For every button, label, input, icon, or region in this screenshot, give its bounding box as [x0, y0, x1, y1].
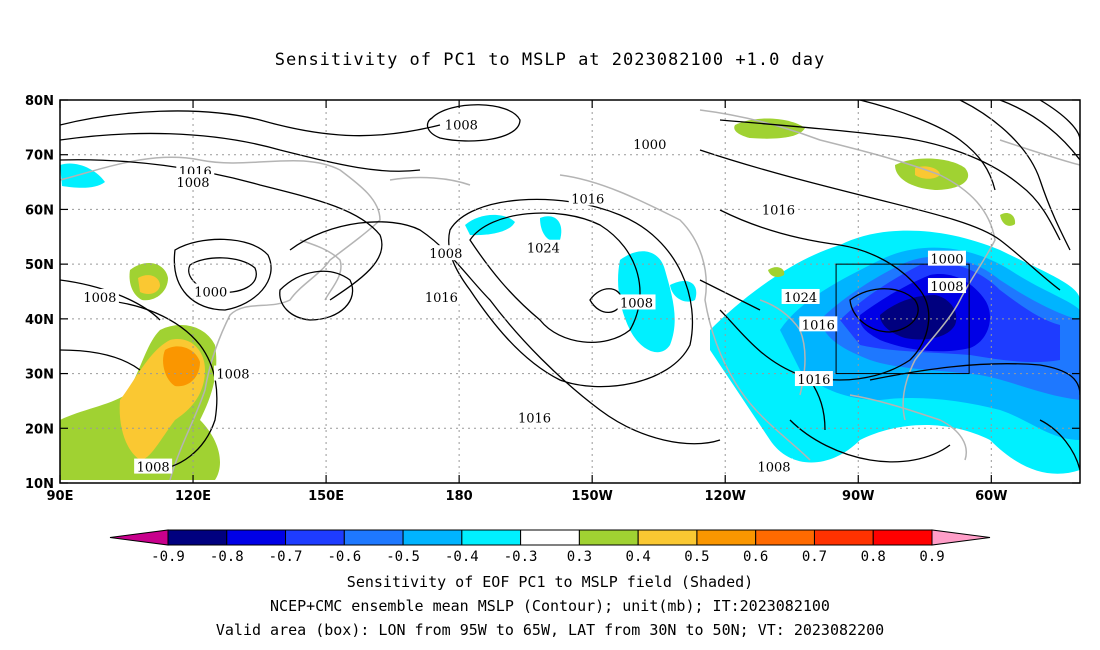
colorbar-label: -0.8 — [210, 549, 244, 565]
colorbar-segment — [226, 529, 287, 546]
contour-label-bg — [568, 190, 607, 206]
contour-label: 1008 — [445, 119, 478, 134]
colorbar-label: -0.5 — [386, 549, 420, 565]
contour-label-bg — [630, 135, 669, 151]
contour-label: 1008 — [137, 461, 170, 476]
colorbar-label: -0.4 — [445, 549, 479, 565]
colorbar-label: 0.3 — [567, 549, 592, 565]
map-title: Sensitivity of PC1 to MSLP at 2023082100… — [274, 50, 826, 70]
lon-tick-label: 150W — [571, 489, 612, 504]
contour-label: 1008 — [620, 296, 653, 311]
contour-label-bg — [781, 288, 820, 304]
colorbar-segment — [755, 529, 815, 546]
contour-label: 1016 — [571, 192, 604, 207]
contour-label: 1008 — [757, 461, 790, 476]
contour-label-bg — [524, 239, 563, 255]
lon-tick-label: 120W — [704, 489, 745, 504]
contour-label: 1000 — [930, 253, 963, 268]
contour-labels: 1008 1016 1008 1000 1016 1016 1000 1008 1024 1008… — [80, 116, 966, 476]
contour-label: 1008 — [83, 291, 116, 306]
contour-label: 1008 — [930, 280, 963, 295]
colorbar-segment — [167, 529, 228, 546]
contour-label-bg — [617, 294, 656, 310]
colorbar-label: 0.7 — [802, 549, 827, 565]
lat-tick-label: 40N — [25, 313, 54, 328]
colorbar-segment — [696, 529, 757, 546]
contour-label-bg — [755, 458, 793, 474]
contour-label: 1016 — [425, 291, 458, 306]
caption-line-1: Sensitivity of EOF PC1 to MSLP field (Sh… — [346, 573, 754, 591]
contour-label-bg — [422, 288, 461, 304]
contour-label: 1016 — [518, 411, 551, 426]
colorbar-label: -0.3 — [504, 549, 538, 565]
coastlines — [60, 109, 1080, 481]
lat-tick-label: 20N — [25, 422, 54, 437]
colorbar-segment — [520, 529, 580, 546]
colorbar-segment — [402, 529, 463, 546]
contour-label: 1000 — [633, 138, 666, 153]
colorbar-segment — [578, 529, 639, 546]
contour-label-bg — [134, 458, 173, 474]
colorbar-label: 0.9 — [919, 549, 944, 565]
contour-label: 1016 — [802, 318, 835, 333]
lon-tick-label: 90E — [47, 489, 74, 504]
colorbar-label: 0.4 — [626, 549, 651, 565]
contour-label-bg — [927, 278, 966, 294]
colorbar-low-triangle — [109, 529, 169, 546]
contour-label-bg — [174, 174, 213, 190]
lon-tick-label: 120E — [175, 489, 211, 504]
contour-label: 1016 — [797, 373, 830, 388]
colorbar-segment — [285, 529, 345, 546]
lon-tick-label: 180 — [446, 489, 473, 504]
contour-label-bg — [794, 371, 833, 387]
contour-label: 1000 — [194, 286, 227, 301]
colorbar-segment — [813, 529, 874, 546]
colorbar-label: -0.6 — [327, 549, 361, 565]
contour-label: 1016 — [762, 203, 795, 218]
contour-label: 1024 — [527, 242, 560, 257]
lon-tick-label: 150E — [308, 489, 344, 504]
lat-tick-label: 70N — [25, 149, 54, 164]
lat-tick-label: 30N — [25, 368, 54, 383]
colorbar-label: 0.8 — [861, 549, 886, 565]
caption-line-2: NCEP+CMC ensemble mean MSLP (Contour); u… — [270, 597, 830, 615]
colorbar-label: 0.6 — [743, 549, 768, 565]
colorbar-segment — [343, 529, 404, 546]
colorbar-segment — [461, 529, 522, 546]
contour-label: 1008 — [216, 368, 249, 383]
contour-label: 1008 — [429, 247, 462, 262]
colorbar-segment — [872, 529, 933, 546]
contour-label-bg — [80, 288, 119, 304]
colorbar-label: 0.5 — [684, 549, 709, 565]
colorbar-high-triangle — [931, 529, 991, 546]
colorbar: -0.9 -0.8 -0.7 -0.6 -0.5 -0.4 -0.3 0.3 0.4 0.5 0.6… — [109, 529, 991, 565]
contour-label: 1024 — [784, 291, 817, 306]
colorbar-label: -0.7 — [269, 549, 303, 565]
contour-label-bg — [515, 409, 554, 425]
contour-label-bg — [927, 250, 966, 266]
lat-tick-label: 60N — [25, 203, 54, 218]
contour-label-bg — [442, 116, 481, 132]
isobar-contours — [60, 100, 1080, 471]
colorbar-label: -0.9 — [151, 549, 185, 565]
colorbar-segment — [637, 529, 698, 546]
lon-tick-label: 60W — [975, 489, 1007, 504]
contour-label-bg — [426, 245, 465, 261]
lat-tick-label: 50N — [25, 258, 54, 273]
contour-label-bg — [191, 283, 230, 299]
lon-tick-label: 90W — [842, 489, 874, 504]
contour-label-bg — [759, 201, 798, 217]
lat-tick-label: 80N — [25, 94, 54, 109]
lat-tick-label: 10N — [25, 477, 54, 492]
contour-label-bg — [213, 365, 252, 381]
caption-line-3: Valid area (box): LON from 95W to 65W, L… — [215, 621, 885, 639]
map-frame — [59, 99, 1081, 484]
contour-label-bg — [799, 316, 838, 332]
contour-label: 1008 — [176, 176, 209, 191]
